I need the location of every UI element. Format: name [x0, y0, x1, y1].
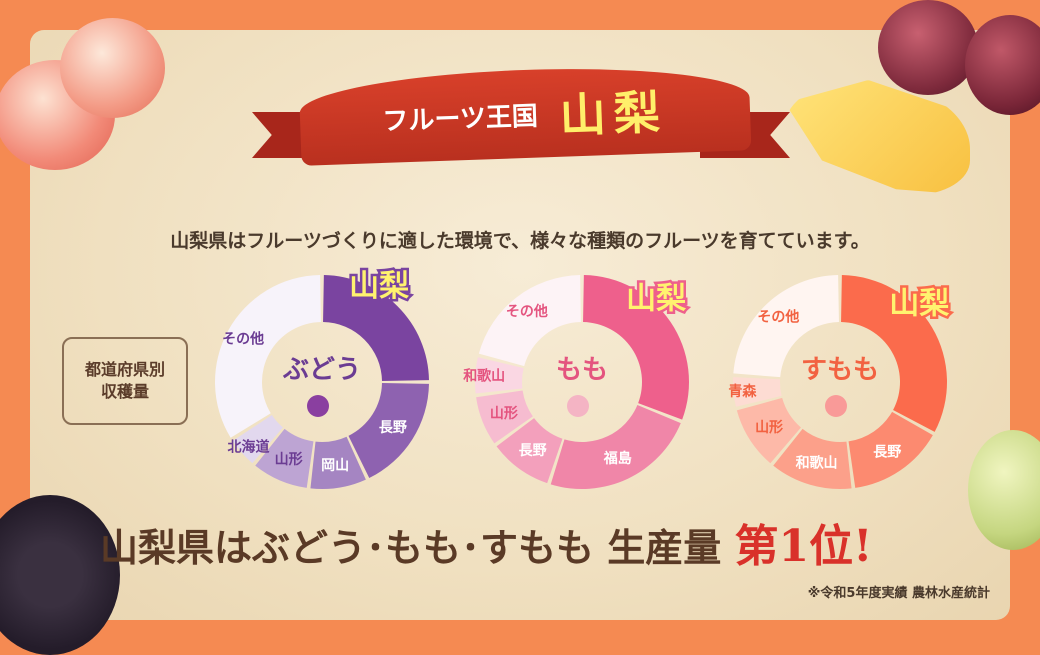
donut-segment: [232, 415, 283, 464]
segment-label: その他: [506, 303, 548, 320]
donut-segment: [550, 405, 681, 489]
segment-label: 福島: [603, 450, 632, 467]
donut-segment: [583, 275, 690, 420]
donut-segment: [478, 275, 581, 367]
chart-title: ぶどう: [282, 355, 361, 385]
donut-segment: [214, 275, 321, 438]
segment-label: 山形: [755, 419, 783, 436]
donut-segment: [310, 436, 366, 489]
donut-segment: [476, 390, 533, 444]
grapes-image: [0, 495, 120, 655]
peach-image-2: [60, 18, 165, 118]
segment-label: 長野: [873, 444, 901, 460]
harvest-label-box: 都道府県別 収穫量: [62, 337, 188, 425]
donut-segment: [733, 275, 839, 378]
donut-segment: [348, 383, 429, 479]
segment-label: 和歌山: [796, 455, 838, 472]
green-grapes-image: [968, 430, 1040, 550]
plum-image-2: [965, 15, 1040, 115]
donut-segment: [736, 397, 801, 464]
donut-segment: [848, 411, 933, 488]
segment-label: 山形: [275, 451, 303, 468]
chart-title: すもも: [801, 355, 879, 385]
harvest-label-line2: 収穫量: [100, 382, 149, 401]
fruit-icon: [825, 395, 847, 417]
donut-segment: [255, 428, 314, 488]
segment-label: 青森: [728, 383, 757, 400]
chart-title: もも: [556, 355, 608, 385]
donut-segment: [323, 275, 429, 381]
segment-label: 山梨: [349, 269, 409, 304]
segment-label: 北海道: [227, 439, 269, 456]
fruit-icon: [567, 395, 589, 417]
segment-label: 和歌山: [463, 368, 505, 385]
segment-label: 長野: [519, 443, 547, 459]
segment-label: 山梨: [889, 286, 949, 321]
headline-rank: 第1位!: [734, 521, 873, 572]
segment-label: その他: [222, 331, 264, 348]
donut-segment: [733, 377, 782, 407]
donut-segment: [496, 418, 563, 484]
headline: 山梨県はぶどう･もも･すもも 生産量 第1位!: [100, 510, 872, 574]
donut-segment: [773, 428, 852, 489]
headline-main: 山梨県はぶどう･もも･すもも 生産量: [100, 525, 722, 570]
donut-segment: [841, 275, 948, 432]
segment-label: その他: [757, 308, 799, 325]
segment-label: 山梨: [626, 282, 686, 317]
grape-icon: [307, 395, 329, 417]
donut-segment: [475, 357, 524, 394]
plum-image: [878, 0, 978, 95]
segment-label: 長野: [379, 420, 407, 436]
harvest-label-line1: 都道府県別: [84, 360, 165, 379]
segment-label: 岡山: [321, 458, 349, 474]
segment-label: 山形: [490, 405, 518, 422]
intro-text: 山梨県はフルーツづくりに適した環境で、様々な種類のフルーツを育てています。: [170, 230, 870, 252]
source-note: ※令和5年度実績 農林水産統計: [807, 586, 990, 601]
